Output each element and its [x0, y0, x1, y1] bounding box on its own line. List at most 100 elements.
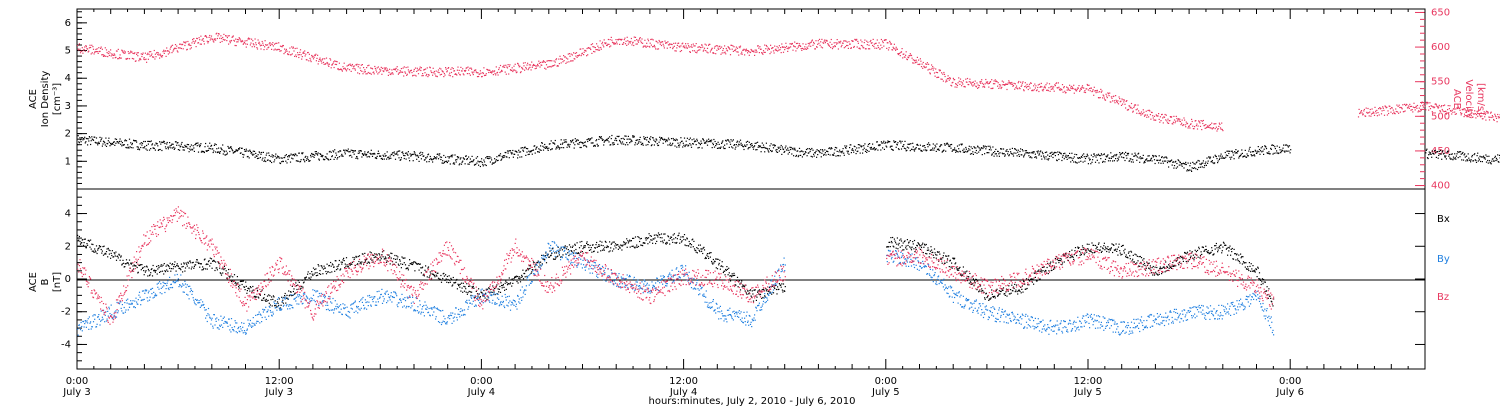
density-point: [678, 146, 680, 148]
density-point: [540, 149, 542, 151]
density-point: [587, 140, 589, 143]
density-point: [836, 150, 838, 152]
velocity-point: [121, 49, 123, 51]
density-point: [1009, 148, 1011, 150]
velocity-series: [77, 32, 1500, 132]
velocity-point: [596, 43, 598, 45]
density-point: [1443, 152, 1445, 154]
velocity-point: [176, 45, 178, 47]
velocity-point: [951, 85, 953, 87]
velocity-point: [102, 55, 105, 57]
velocity-point: [518, 64, 520, 66]
velocity-point: [774, 45, 776, 47]
density-point: [882, 142, 884, 144]
density-point: [1132, 161, 1134, 163]
density-point: [586, 139, 588, 141]
velocity-point: [860, 39, 862, 41]
velocity-point: [255, 42, 257, 44]
velocity-point: [199, 43, 201, 45]
velocity-point: [178, 47, 180, 49]
velocity-point: [777, 47, 779, 49]
density-point: [232, 152, 234, 154]
density-point: [656, 143, 658, 145]
velocity-point: [82, 49, 85, 51]
velocity-point: [388, 71, 390, 73]
density-point: [926, 149, 928, 151]
velocity-point: [220, 37, 223, 40]
velocity-point: [653, 45, 655, 48]
density-point: [777, 146, 779, 148]
velocity-point: [867, 41, 869, 43]
density-point: [571, 141, 573, 143]
density-point: [1011, 147, 1013, 149]
velocity-point: [467, 66, 469, 68]
density-point: [871, 148, 873, 150]
velocity-point: [949, 78, 951, 80]
velocity-point: [538, 60, 540, 62]
velocity-point: [698, 49, 700, 51]
velocity-point: [890, 43, 893, 45]
velocity-point: [593, 46, 595, 48]
density-point: [785, 145, 787, 147]
velocity-point: [781, 43, 783, 45]
density-point: [790, 146, 792, 149]
velocity-point: [298, 54, 300, 56]
velocity-point: [167, 50, 169, 52]
density-point: [456, 156, 458, 158]
velocity-point: [666, 47, 668, 49]
density-point: [291, 154, 293, 156]
velocity-point: [649, 46, 651, 48]
density-point: [858, 147, 860, 149]
density-point: [534, 145, 536, 147]
density-point: [334, 156, 336, 158]
density-point: [206, 150, 208, 152]
density-point: [180, 145, 182, 147]
velocity-point: [732, 50, 734, 52]
density-point: [176, 144, 178, 146]
velocity-point: [399, 72, 401, 74]
velocity-point: [519, 72, 522, 74]
density-point: [335, 154, 338, 156]
velocity-point: [81, 50, 83, 52]
velocity-point: [866, 40, 868, 42]
density-point: [281, 157, 283, 159]
density-point: [321, 156, 323, 158]
density-point: [1219, 157, 1221, 159]
density-point: [867, 143, 870, 145]
density-point: [214, 143, 216, 145]
density-point: [615, 138, 617, 140]
density-point: [389, 155, 391, 157]
density-point: [251, 151, 253, 154]
velocity-point: [391, 72, 394, 74]
density-point: [1142, 157, 1144, 159]
density-point: [847, 150, 849, 152]
density-point: [1433, 153, 1435, 155]
velocity-point: [778, 49, 780, 51]
density-point: [1101, 154, 1103, 156]
density-point: [1244, 155, 1246, 157]
density-point: [182, 146, 184, 148]
density-point: [1120, 153, 1122, 155]
velocity-point: [791, 43, 793, 45]
density-point: [1035, 156, 1037, 158]
velocity-tick-label: 400: [1431, 181, 1450, 192]
velocity-point: [206, 40, 208, 42]
density-point: [148, 140, 150, 142]
density-point: [941, 144, 943, 146]
velocity-point: [595, 49, 597, 51]
velocity-point: [367, 71, 369, 74]
velocity-point: [318, 58, 320, 61]
velocity-point: [179, 43, 181, 45]
velocity-point: [229, 42, 231, 44]
density-point: [945, 150, 947, 152]
density-point: [1032, 152, 1034, 154]
velocity-point: [925, 63, 927, 65]
velocity-point: [885, 39, 887, 41]
velocity-point: [815, 40, 817, 42]
density-point: [1449, 157, 1451, 159]
velocity-point: [576, 56, 578, 58]
density-point: [482, 165, 484, 167]
velocity-point: [909, 55, 911, 57]
velocity-point: [964, 86, 966, 88]
density-point: [140, 142, 142, 144]
